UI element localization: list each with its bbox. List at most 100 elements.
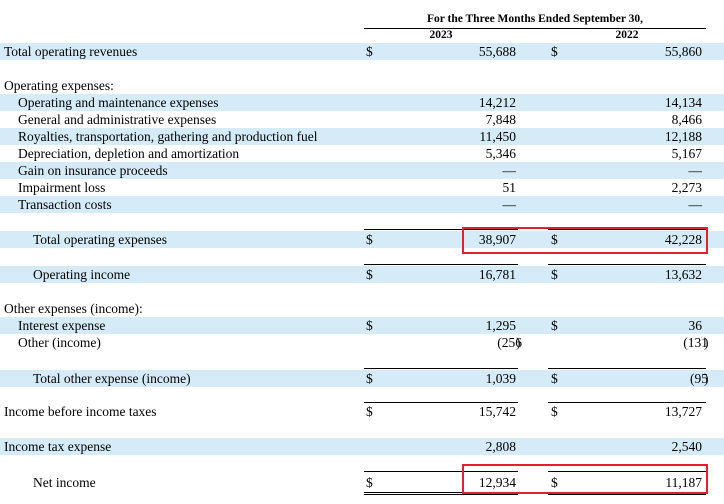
value-2022: (95 [690,371,708,386]
row-label: Net income [33,475,96,490]
dollar-sign: $ [551,44,558,59]
row-label: Income before income taxes [4,404,157,419]
row-label: Interest expense [18,318,106,333]
row-label: Depreciation, depletion and amortization [18,146,240,161]
value-2022: 11,187 [665,475,702,490]
value-2023: 12,934 [478,475,516,490]
subtotal-rule-2022 [548,471,706,472]
row-label: Other (income) [18,335,101,350]
value-2022: 5,167 [671,146,702,161]
row-label: Gain on insurance proceeds [18,163,168,178]
dollar-sign: $ [366,232,373,247]
value-2022: 2,273 [671,180,702,195]
value-2023: 1,039 [485,371,516,386]
row-other-heading: Other expenses (income): [0,300,724,317]
double-rule-2022 [548,494,706,495]
value-2023: 15,742 [478,404,516,419]
row-income-tax: Income tax expense 2,808 2,540 [0,438,724,455]
value-2023: 2,808 [485,439,516,454]
row-label: General and administrative expenses [18,112,217,127]
closing-paren: ) [516,335,521,350]
row-net-income: Net income $ 12,934 $ 11,187 [0,474,724,491]
value-2022: 42,228 [664,232,702,247]
dollar-sign: $ [551,232,558,247]
row-label: Impairment loss [18,180,106,195]
value-2023: 5,346 [485,146,516,161]
dollar-sign: $ [366,44,373,59]
row-label: Total operating expenses [33,232,168,247]
value-2022: 14,134 [664,95,702,110]
section-heading: Operating expenses: [4,78,114,93]
dollar-sign: $ [366,404,373,419]
row-transaction-costs: Transaction costs — — [0,196,724,213]
value-2022: — [688,197,703,212]
dollar-sign: $ [366,371,373,386]
row-label: Royalties, transportation, gathering and… [18,129,318,144]
value-2022: 36 [688,318,703,333]
row-income-before-taxes: Income before income taxes $ 15,742 $ 13… [0,403,724,420]
row-label: Total operating revenues [4,44,138,59]
subtotal-rule-2023 [364,368,518,369]
value-2023: 38,907 [478,232,516,247]
header-rule [364,28,706,29]
row-operating-income: Operating income $ 16,781 $ 13,632 [0,266,724,283]
subtotal-rule-2022 [548,368,706,369]
year-2022-header: 2022 [615,29,639,41]
closing-paren: ) [704,335,709,350]
subtotal-rule-2023 [364,471,518,472]
value-2022: 55,860 [664,44,702,59]
value-2022: 13,727 [664,404,702,419]
value-2022: — [688,163,703,178]
row-insurance-gain: Gain on insurance proceeds — — [0,162,724,179]
subtotal-rule-2023 [364,229,518,230]
dollar-sign: $ [551,475,558,490]
value-2022: 8,466 [671,112,702,127]
highlight-box-net-income [462,464,708,494]
dollar-sign: $ [551,404,558,419]
dollar-sign: $ [366,318,373,333]
value-2023: 16,781 [478,267,516,282]
value-2023: 7,848 [485,112,516,127]
value-2023: (256 [497,335,522,350]
subtotal-rule-2022 [548,229,706,230]
row-other-income: Other (income) (256 ) (131 ) [0,334,724,351]
double-rule-2023 [364,494,518,495]
subtotal-rule-2022 [548,402,706,403]
highlight-box-total-operating-expenses [462,227,708,254]
value-2023: 51 [502,180,517,195]
row-ga-expenses: General and administrative expenses 7,84… [0,111,724,128]
row-operating-expenses-heading: Operating expenses: [0,77,724,94]
value-2023: — [502,197,517,212]
subtotal-rule-2023 [364,402,518,403]
value-2023: 11,450 [479,129,516,144]
value-2023: — [502,163,517,178]
row-om-expenses: Operating and maintenance expenses 14,21… [0,94,724,111]
subtotal-rule-2022 [548,264,706,265]
dollar-sign: $ [551,371,558,386]
value-2023: 14,212 [478,95,516,110]
row-label: Total other expense (income) [33,371,191,386]
row-total-operating-expenses: Total operating expenses $ 38,907 $ 42,2… [0,231,724,248]
dollar-sign: $ [366,475,373,490]
period-header: For the Three Months Ended September 30, [426,13,644,25]
value-2022: 12,188 [664,129,702,144]
value-2022: 13,632 [664,267,702,282]
value-2022: 2,540 [671,439,702,454]
row-total-operating-revenues: Total operating revenues $ 55,688 $ 55,8… [0,43,724,60]
row-label: Operating income [33,267,131,282]
row-royalties: Royalties, transportation, gathering and… [0,128,724,145]
dollar-sign: $ [551,267,558,282]
row-impairment: Impairment loss 51 2,273 [0,179,724,196]
value-2022: (131 [683,335,708,350]
row-interest-expense: Interest expense $ 1,295 $ 36 [0,317,724,334]
value-2023: 1,295 [485,318,516,333]
value-2023: 55,688 [478,44,516,59]
section-heading: Other expenses (income): [4,301,143,316]
dollar-sign: $ [366,267,373,282]
row-label: Operating and maintenance expenses [18,95,219,110]
dollar-sign: $ [551,318,558,333]
double-rule-2023 [364,492,518,493]
row-label: Income tax expense [4,439,112,454]
year-2023-header: 2023 [429,29,453,41]
row-total-other: Total other expense (income) $ 1,039 $ (… [0,370,724,387]
